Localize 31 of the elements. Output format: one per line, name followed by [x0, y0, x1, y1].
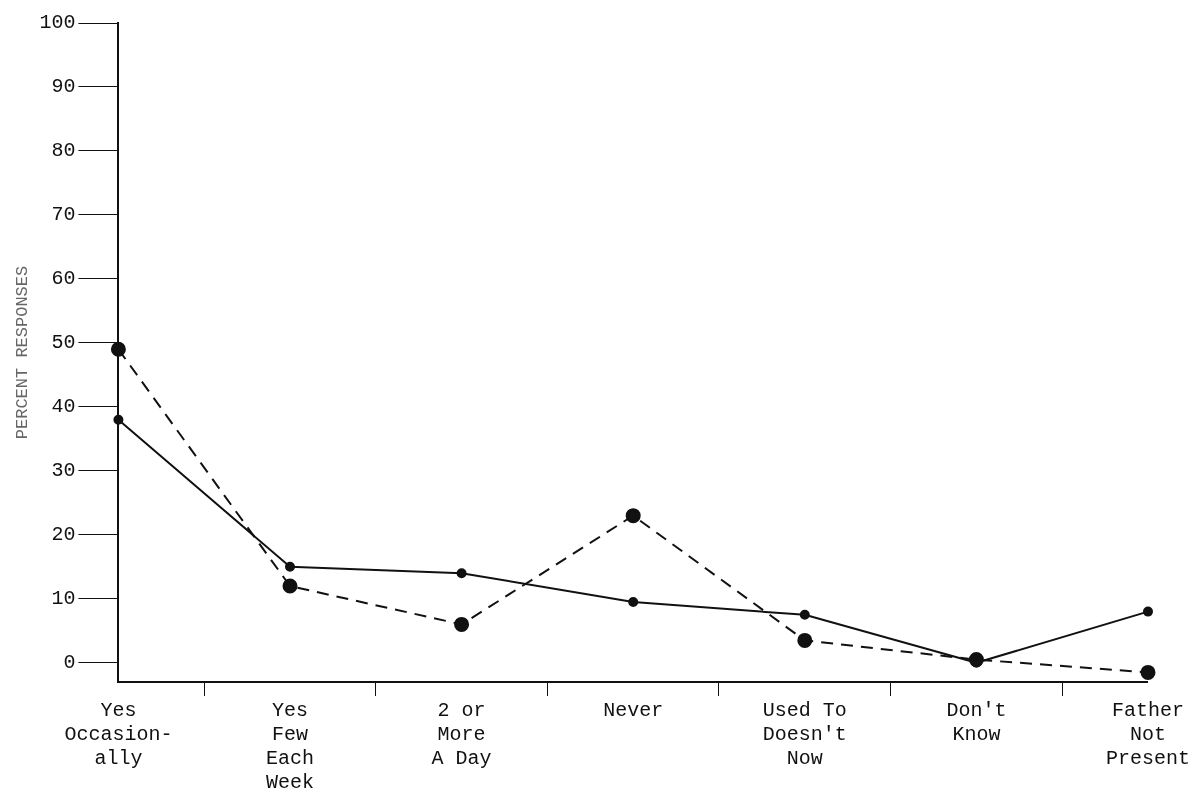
y-tick-label: 40	[51, 395, 76, 419]
point	[454, 616, 470, 632]
y-tick-label: 10	[51, 587, 76, 611]
point	[625, 508, 641, 524]
y-axis-title: PERCENT RESPONSES	[12, 265, 32, 440]
y-tick-label: 70	[51, 203, 76, 227]
point	[456, 568, 467, 579]
point	[110, 341, 126, 357]
x-tick-label: Don't Know	[946, 699, 1007, 747]
y-tick-label: 60	[51, 267, 76, 291]
y-tick-label: 100	[39, 11, 76, 35]
point	[285, 561, 295, 572]
y-tick-label: 80	[51, 139, 76, 163]
point	[1142, 606, 1153, 617]
point	[799, 609, 810, 620]
x-tick-label: Used To Doesn't Now	[762, 699, 847, 771]
point	[282, 578, 298, 594]
x-tick-label: Never	[603, 699, 664, 723]
point	[1140, 664, 1156, 680]
y-tick-label: 20	[51, 523, 76, 547]
point	[797, 632, 813, 648]
point	[113, 414, 124, 425]
y-tick-label: 30	[51, 459, 76, 483]
x-tick-label: 2 or More A Day	[431, 699, 492, 771]
x-tick-label: Yes Few Each Week	[266, 699, 315, 795]
y-tick-label: 0	[63, 651, 76, 675]
y-tick-label: 90	[51, 75, 76, 99]
x-tick-label: Yes Occasion- ally	[64, 699, 173, 771]
point	[628, 597, 639, 608]
y-tick-label: 50	[51, 331, 76, 355]
x-tick-label: Father Not Present	[1105, 699, 1190, 771]
